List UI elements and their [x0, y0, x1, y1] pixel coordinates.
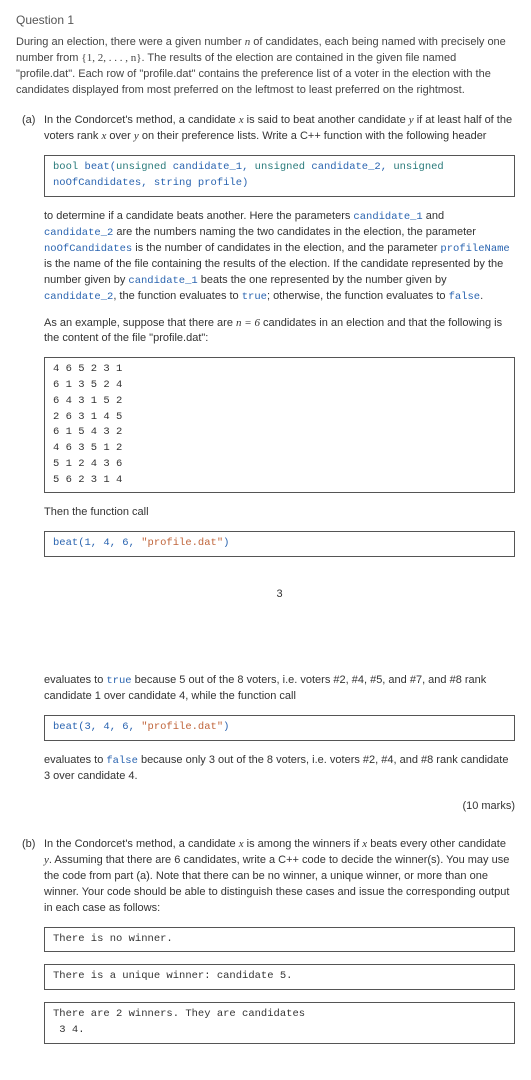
t: on their preference lists. Write a C++ f…: [139, 130, 487, 142]
code-false: false: [106, 755, 138, 767]
call1-box: beat(1, 4, 6, "profile.dat"): [44, 531, 515, 557]
intro-text-a: During an election, there were a given n…: [16, 36, 245, 48]
output-example-3: There are 2 winners. They are candidates…: [44, 1002, 515, 1044]
part-a-label: (a): [22, 113, 35, 129]
t: evaluates to: [44, 754, 106, 766]
output-example-2: There is a unique winner: candidate 5.: [44, 964, 515, 990]
t: beats the one represented by the number …: [198, 274, 447, 286]
t: is said to beat another candidate: [244, 114, 409, 126]
t: .: [480, 290, 483, 302]
part-a-p1: In the Condorcet's method, a candidate x…: [44, 113, 515, 145]
set-notation: {1, 2, . . . , n}: [81, 52, 141, 64]
t: over: [106, 130, 134, 142]
code-true: true: [106, 675, 131, 687]
string-literal: "profile.dat": [141, 537, 223, 549]
t: is among the winners if: [244, 838, 363, 850]
part-b: (b) In the Condorcet's method, a candida…: [16, 837, 515, 1044]
t: and: [423, 210, 444, 222]
t: are the numbers naming the two candidate…: [113, 226, 476, 238]
kw-unsigned: unsigned: [255, 161, 305, 173]
t: As an example, suppose that there are: [44, 317, 236, 329]
code-true: true: [242, 291, 267, 303]
part-a: (a) In the Condorcet's method, a candida…: [16, 113, 515, 815]
question-title: Question 1: [16, 12, 515, 29]
code-profilename: profileName: [440, 243, 509, 255]
question-intro: During an election, there were a given n…: [16, 35, 515, 99]
marks-label: (10 marks): [44, 799, 515, 815]
t: to determine if a candidate beats anothe…: [44, 210, 353, 222]
part-b-label: (b): [22, 837, 35, 853]
code-candidate1: candidate_1: [128, 275, 197, 287]
call: beat(3, 4, 6,: [53, 721, 141, 733]
code-noof: noOfCandidates: [44, 243, 132, 255]
kw-unsigned: unsigned: [393, 161, 443, 173]
code-candidate1: candidate_1: [353, 211, 422, 223]
t: In the Condorcet's method, a candidate: [44, 838, 239, 850]
part-b-p1: In the Condorcet's method, a candidate x…: [44, 837, 515, 917]
code-candidate2: candidate_2: [44, 291, 113, 303]
function-signature-box: bool beat(unsigned candidate_1, unsigned…: [44, 155, 515, 197]
t: beats every other candidate: [367, 838, 506, 850]
t: ; otherwise, the function evaluates to: [267, 290, 449, 302]
t: In the Condorcet's method, a candidate: [44, 114, 239, 126]
string-literal: "profile.dat": [141, 721, 223, 733]
kw-bool: bool: [53, 161, 78, 173]
call-close: ): [223, 537, 229, 549]
eval2: evaluates to false because only 3 out of…: [44, 753, 515, 785]
part-a-p3: As an example, suppose that there are n …: [44, 316, 515, 348]
then-text: Then the function call: [44, 505, 515, 521]
kw-unsigned: unsigned: [116, 161, 166, 173]
call: beat(1, 4, 6,: [53, 537, 141, 549]
code-candidate2: candidate_2: [44, 227, 113, 239]
profile-data-box: 4 6 5 2 3 1 6 1 3 5 2 4 6 4 3 1 5 2 2 6 …: [44, 357, 515, 493]
t: evaluates to: [44, 674, 106, 686]
call-close: ): [223, 721, 229, 733]
t: . Assuming that there are 6 candidates, …: [44, 854, 509, 914]
part-a-p2: to determine if a candidate beats anothe…: [44, 209, 515, 306]
param: candidate_2,: [305, 161, 393, 173]
page-number: 3: [44, 587, 515, 603]
param: candidate_1,: [166, 161, 254, 173]
call2-box: beat(3, 4, 6, "profile.dat"): [44, 715, 515, 741]
t: , the function evaluates to: [113, 290, 241, 302]
param: noOfCandidates, string profile): [53, 177, 248, 189]
code-false: false: [449, 291, 481, 303]
t: is the number of candidates in the elect…: [132, 242, 440, 254]
eval1: evaluates to true because 5 out of the 8…: [44, 673, 515, 705]
n-equals-6: n = 6: [236, 317, 260, 329]
fn-name: beat(: [78, 161, 116, 173]
output-example-1: There is no winner.: [44, 927, 515, 953]
